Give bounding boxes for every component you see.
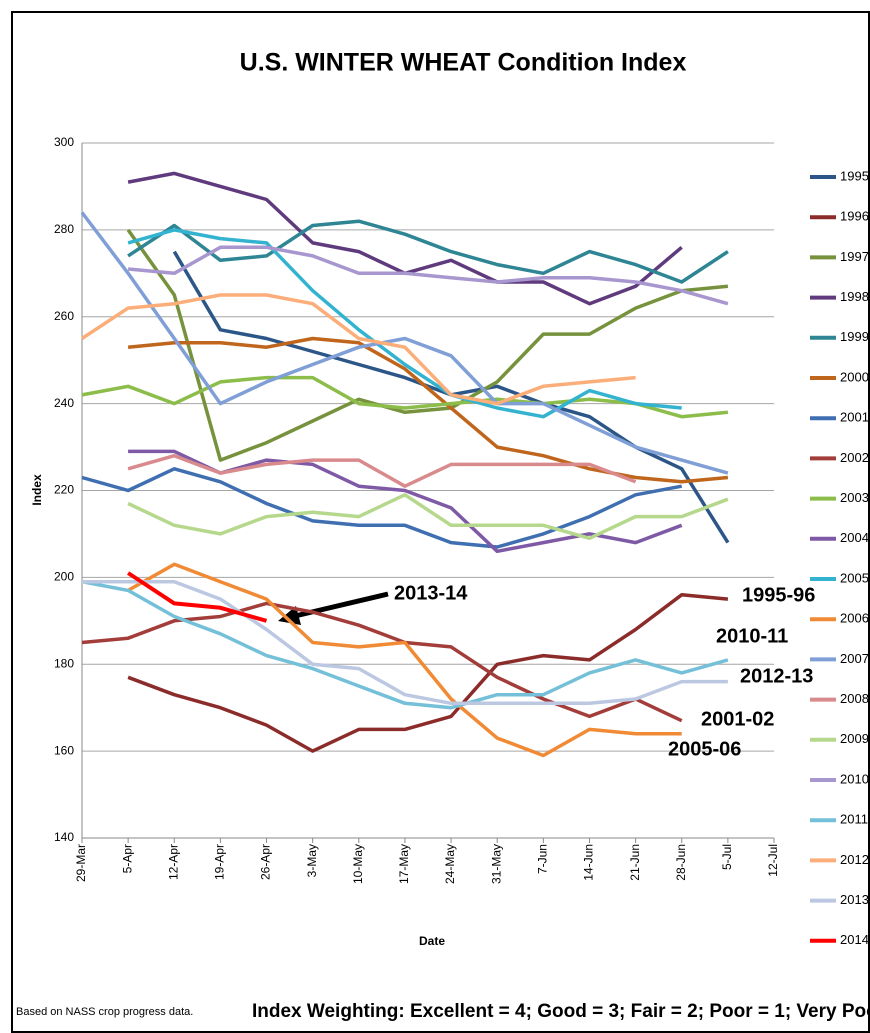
series-line [81,293,636,406]
x-tick-label: 31-May [489,844,503,884]
x-tick-label: 24-May [443,844,457,884]
annotation: 2012-13 [740,665,813,687]
x-tick-label: 21-Jun [628,844,642,881]
y-tick-label: 220 [54,483,74,497]
legend-label: 2000 [840,369,869,384]
series-line [81,467,683,549]
x-tick-label: 14-Jun [582,844,596,881]
y-tick-label: 160 [54,743,74,757]
weighting-note: Index Weighting: Excellent = 4; Good = 3… [252,1001,870,1022]
x-tick-label: 10-May [351,844,365,884]
frame [11,11,870,1033]
annotation: 2010-11 [716,625,788,647]
legend-label: 1997 [840,249,869,264]
x-tick-label: 7-Jun [536,844,550,874]
legend-label: 2005 [840,570,869,585]
y-tick-label: 280 [54,222,74,236]
legend-label: 2002 [840,450,869,465]
y-tick-label: 300 [54,135,74,149]
y-tick-label: 180 [54,656,74,670]
legend-label: 2013 [840,892,869,907]
series-line [81,375,729,419]
y-tick-label: 240 [54,396,74,410]
y-tick-label: 200 [54,570,74,584]
series-line [82,579,728,706]
legend-label: 2006 [840,611,869,626]
series-line [81,579,729,710]
series-line [80,211,729,475]
series-line [127,336,729,484]
legend-label: 2001 [840,410,869,425]
legend-label: 2011 [840,812,868,827]
legend-label: 2012 [840,852,869,867]
legend-label: 2004 [840,530,869,545]
legend-label: 2003 [840,490,869,505]
x-tick-label: 26-Apr [259,844,273,880]
x-tick-label: 12-Jul [766,844,780,877]
footnote: Based on NASS crop progress data. [16,1006,193,1018]
y-tick-label: 140 [54,830,74,844]
x-tick-label: 12-Apr [166,844,180,880]
series-line [127,562,682,758]
series-line [127,228,682,419]
legend-label: 2014 [840,932,869,947]
legend-label: 2009 [840,731,869,746]
series-line [126,228,729,462]
y-axis-label: Index [30,474,44,506]
legend-label: 2007 [840,651,869,666]
legend-label: 1995 [840,168,869,183]
x-tick-label: 3-May [305,844,319,877]
x-tick-label: 5-Jul [720,844,734,870]
series-line [127,493,729,541]
legend-label: 1999 [840,329,869,344]
series-line [127,453,637,488]
legend-label: 2008 [840,691,869,706]
x-tick-label: 29-Mar [74,844,88,882]
legend-label: 1998 [840,289,869,304]
annotation: 1995-96 [742,584,815,606]
series-line [127,245,729,306]
annotation: 2005-06 [668,738,741,760]
x-tick-label: 28-Jun [674,844,688,881]
x-tick-label: 5-Apr [120,844,134,873]
legend-label: 2010 [840,771,869,786]
x-axis-label: Date [419,934,445,948]
series-line [127,571,268,623]
x-tick-label: 17-May [397,844,411,884]
series-line [127,219,729,284]
chart-title: U.S. WINTER WHEAT Condition Index [240,49,687,77]
y-tick-label: 260 [54,309,74,323]
annotation: 2001-02 [701,708,774,730]
x-tick-label: 19-Apr [213,844,227,880]
series-line [127,593,729,753]
annotation: 2013-14 [394,582,468,604]
legend-label: 1996 [840,209,869,224]
